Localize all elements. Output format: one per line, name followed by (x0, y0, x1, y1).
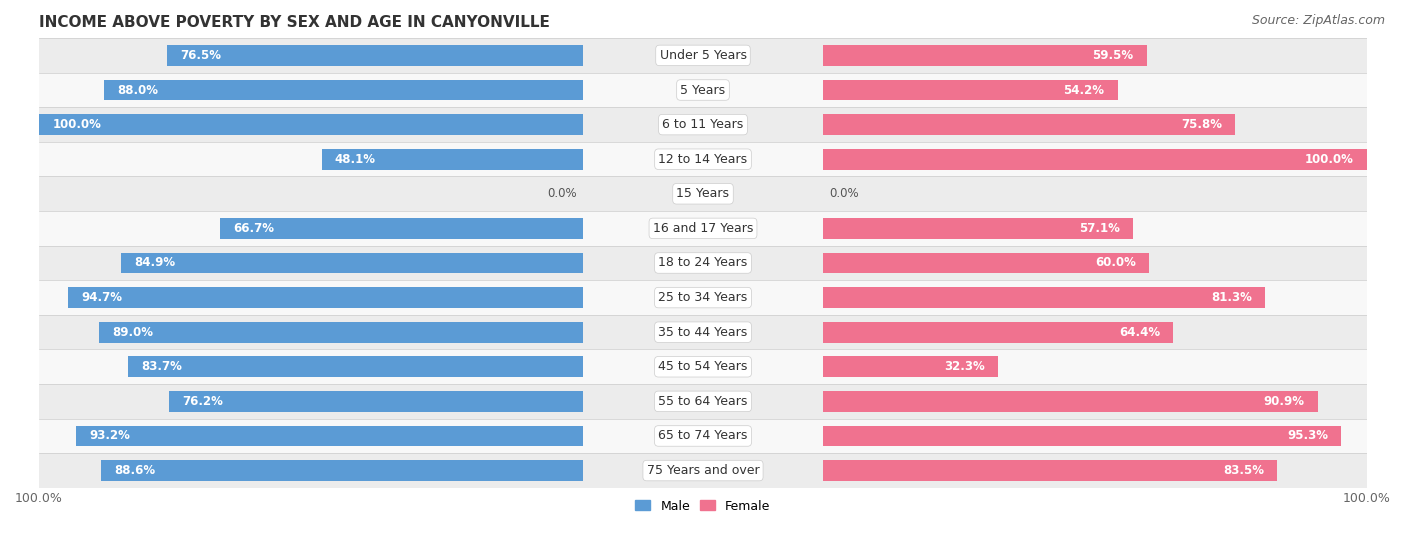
Text: 64.4%: 64.4% (1119, 326, 1160, 339)
Text: 93.2%: 93.2% (89, 429, 131, 443)
Bar (67, 287, 583, 308)
Text: 76.2%: 76.2% (181, 395, 222, 408)
Bar (322, 149, 583, 169)
Bar (121, 253, 583, 273)
Text: 88.0%: 88.0% (118, 83, 159, 97)
Text: 48.1%: 48.1% (335, 153, 375, 165)
Bar (823, 425, 1341, 446)
Text: 6 to 11 Years: 6 to 11 Years (662, 118, 744, 131)
Text: 94.7%: 94.7% (82, 291, 122, 304)
Text: 100.0%: 100.0% (52, 118, 101, 131)
Text: 66.7%: 66.7% (233, 222, 274, 235)
Bar (101, 460, 583, 481)
Text: Source: ZipAtlas.com: Source: ZipAtlas.com (1251, 14, 1385, 27)
Text: INCOME ABOVE POVERTY BY SEX AND AGE IN CANYONVILLE: INCOME ABOVE POVERTY BY SEX AND AGE IN C… (39, 15, 550, 30)
Text: 45 to 54 Years: 45 to 54 Years (658, 361, 748, 373)
Text: 25 to 34 Years: 25 to 34 Years (658, 291, 748, 304)
Bar (169, 391, 583, 412)
Bar (39, 73, 1367, 107)
Legend: Male, Female: Male, Female (630, 495, 776, 518)
Bar (76, 425, 583, 446)
Text: 0.0%: 0.0% (830, 187, 859, 200)
Bar (39, 453, 1367, 488)
Bar (823, 391, 1317, 412)
Bar (823, 114, 1236, 135)
Text: 18 to 24 Years: 18 to 24 Years (658, 257, 748, 269)
Text: 35 to 44 Years: 35 to 44 Years (658, 326, 748, 339)
Text: 59.5%: 59.5% (1092, 49, 1133, 62)
Text: 16 and 17 Years: 16 and 17 Years (652, 222, 754, 235)
Bar (39, 315, 1367, 349)
Bar (823, 79, 1118, 101)
Text: 84.9%: 84.9% (135, 257, 176, 269)
Bar (128, 357, 583, 377)
Bar (167, 45, 583, 66)
Text: 83.7%: 83.7% (141, 361, 181, 373)
Bar (823, 357, 998, 377)
Bar (39, 349, 1367, 384)
Text: 54.2%: 54.2% (1063, 83, 1104, 97)
Text: 5 Years: 5 Years (681, 83, 725, 97)
Text: 88.6%: 88.6% (114, 464, 156, 477)
Text: 0.0%: 0.0% (547, 187, 576, 200)
Bar (39, 384, 1367, 419)
Bar (98, 322, 583, 343)
Bar (823, 460, 1277, 481)
Bar (39, 114, 583, 135)
Text: 12 to 14 Years: 12 to 14 Years (658, 153, 748, 165)
Text: 89.0%: 89.0% (112, 326, 153, 339)
Text: 81.3%: 81.3% (1211, 291, 1251, 304)
Text: 65 to 74 Years: 65 to 74 Years (658, 429, 748, 443)
Bar (823, 45, 1146, 66)
Bar (39, 142, 1367, 177)
Bar (823, 218, 1133, 239)
Text: 60.0%: 60.0% (1095, 257, 1136, 269)
Bar (39, 38, 1367, 73)
Bar (823, 322, 1173, 343)
Bar (823, 253, 1149, 273)
Text: 83.5%: 83.5% (1223, 464, 1264, 477)
Bar (823, 149, 1367, 169)
Text: 15 Years: 15 Years (676, 187, 730, 200)
Bar (39, 246, 1367, 280)
Bar (39, 177, 1367, 211)
Bar (39, 211, 1367, 246)
Bar (39, 107, 1367, 142)
Text: 75 Years and over: 75 Years and over (647, 464, 759, 477)
Text: 32.3%: 32.3% (945, 361, 986, 373)
Text: 76.5%: 76.5% (180, 49, 221, 62)
Bar (823, 287, 1265, 308)
Text: 95.3%: 95.3% (1286, 429, 1329, 443)
Bar (39, 419, 1367, 453)
Text: 55 to 64 Years: 55 to 64 Years (658, 395, 748, 408)
Text: 90.9%: 90.9% (1263, 395, 1305, 408)
Text: 57.1%: 57.1% (1080, 222, 1121, 235)
Bar (221, 218, 583, 239)
Text: 100.0%: 100.0% (1305, 153, 1354, 165)
Bar (39, 280, 1367, 315)
Text: Under 5 Years: Under 5 Years (659, 49, 747, 62)
Bar (104, 79, 583, 101)
Text: 75.8%: 75.8% (1181, 118, 1222, 131)
